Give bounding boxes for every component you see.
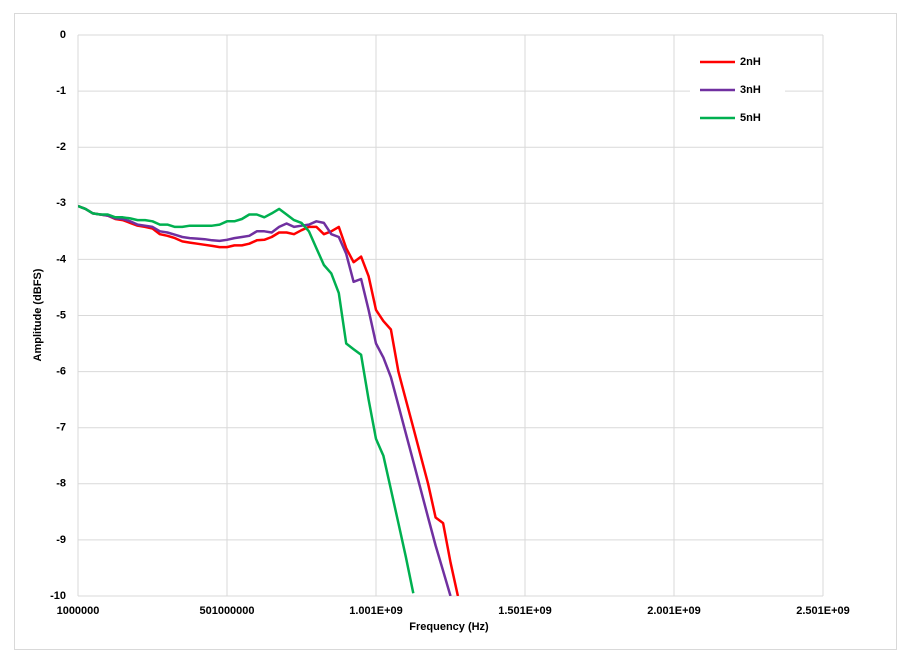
y-tick-label: -9 <box>56 534 66 546</box>
series-line <box>78 204 415 594</box>
y-axis-title: Amplitude (dBFS) <box>32 268 44 361</box>
y-tick-label: -1 <box>56 85 66 97</box>
series-line <box>78 204 452 596</box>
y-tick-label: -6 <box>56 366 66 378</box>
x-tick-label: 501000000 <box>199 605 254 617</box>
legend-label: 5nH <box>740 112 761 124</box>
legend-label: 2nH <box>740 56 761 68</box>
y-tick-label: -5 <box>56 309 66 321</box>
x-tick-label: 1.501E+09 <box>498 605 552 617</box>
x-tick-label: 1000000 <box>57 605 100 617</box>
y-tick-label: -7 <box>56 422 66 434</box>
y-tick-label: 0 <box>60 29 66 41</box>
x-axis-title: Frequency (Hz) <box>409 621 489 633</box>
y-tick-label: -3 <box>56 197 66 209</box>
y-tick-label: -4 <box>56 253 67 265</box>
y-tick-label: -2 <box>56 141 66 153</box>
x-tick-label: 2.001E+09 <box>647 605 701 617</box>
x-tick-label: 1.001E+09 <box>349 605 403 617</box>
y-tick-label: -8 <box>56 478 66 490</box>
legend-label: 3nH <box>740 84 761 96</box>
plot-area <box>78 204 460 596</box>
y-tick-label: -10 <box>50 590 66 602</box>
x-tick-label: 2.501E+09 <box>796 605 850 617</box>
